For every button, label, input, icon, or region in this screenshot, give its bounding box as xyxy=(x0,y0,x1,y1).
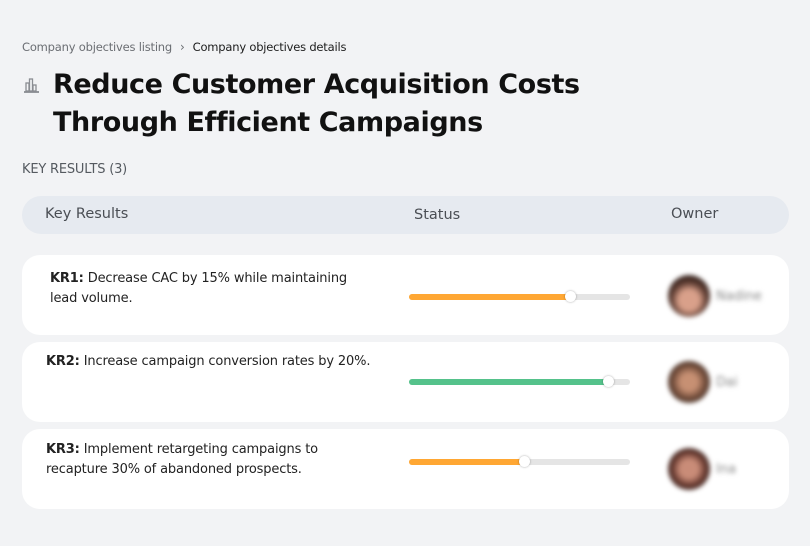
progress-fill xyxy=(409,459,524,465)
key-result-description: KR3: Implement retargeting campaigns to … xyxy=(46,440,366,480)
breadcrumb: Company objectives listing › Company obj… xyxy=(22,40,346,54)
objective-header: Reduce Customer Acquisition Costs Throug… xyxy=(22,66,653,142)
chevron-right-icon: › xyxy=(180,40,185,54)
key-result-id: KR1: xyxy=(50,271,84,286)
column-header-status: Status xyxy=(414,207,461,223)
owner[interactable]: Dai xyxy=(668,361,738,403)
progress-thumb[interactable] xyxy=(602,376,614,387)
breadcrumb-link-objectives-listing[interactable]: Company objectives listing xyxy=(22,40,172,54)
owner-name: Dai xyxy=(716,374,738,390)
key-result-id: KR3: xyxy=(46,442,80,457)
key-results-count-label: KEY RESULTS (3) xyxy=(22,162,128,177)
key-result-text: Decrease CAC by 15% while maintaining le… xyxy=(50,271,348,306)
owner-name: Nadine xyxy=(716,288,762,304)
key-result-text: Increase campaign conversion rates by 20… xyxy=(79,354,371,369)
building-chart-icon xyxy=(24,78,39,93)
breadcrumb-current: Company objectives details xyxy=(192,40,347,54)
key-result-row[interactable]: KR1: Decrease CAC by 15% while maintaini… xyxy=(22,255,789,335)
progress-slider[interactable] xyxy=(409,291,630,302)
column-header-key-results: Key Results xyxy=(45,206,129,222)
key-result-row[interactable]: KR2: Increase campaign conversion rates … xyxy=(22,342,789,422)
owner[interactable]: Ina xyxy=(668,448,736,490)
key-result-text: Implement retargeting campaigns to recap… xyxy=(46,442,318,477)
avatar xyxy=(668,448,710,490)
column-header-owner: Owner xyxy=(671,206,719,222)
progress-slider[interactable] xyxy=(409,456,630,467)
page-title: Reduce Customer Acquisition Costs Throug… xyxy=(53,69,580,138)
owner[interactable]: Nadine xyxy=(668,275,762,317)
progress-fill xyxy=(409,379,608,385)
key-result-description: KR2: Increase campaign conversion rates … xyxy=(46,352,386,372)
progress-slider[interactable] xyxy=(409,376,630,387)
table-header: Key Results Status Owner xyxy=(22,196,789,234)
owner-name: Ina xyxy=(716,461,737,477)
avatar xyxy=(668,361,710,403)
key-result-row[interactable]: KR3: Implement retargeting campaigns to … xyxy=(22,429,789,509)
key-result-description: KR1: Decrease CAC by 15% while maintaini… xyxy=(50,269,370,309)
avatar xyxy=(668,275,710,317)
key-result-id: KR2: xyxy=(46,354,80,369)
progress-thumb[interactable] xyxy=(518,456,530,467)
progress-fill xyxy=(409,294,571,300)
progress-thumb[interactable] xyxy=(565,291,577,302)
